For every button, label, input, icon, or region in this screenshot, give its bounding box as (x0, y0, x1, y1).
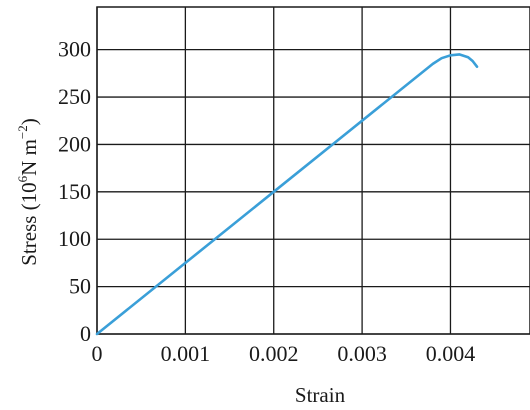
x-axis-label: Strain (295, 383, 346, 407)
y-tick-label-0: 0 (80, 321, 91, 346)
y-axis-label-base: Stress (10 (17, 182, 41, 265)
x-tick-label-2: 0.002 (249, 341, 299, 366)
stress-strain-curve (95, 53, 479, 336)
y-axis-label-exponent: 6 (15, 175, 30, 182)
x-tick-label-3: 0.003 (337, 341, 387, 366)
x-tick-label-1: 0.001 (161, 341, 211, 366)
y-tick-label-6: 300 (58, 37, 91, 62)
y-tick-label-1: 50 (69, 274, 91, 299)
x-tick-label-4: 0.004 (426, 341, 476, 366)
y-tick-label-4: 200 (58, 131, 91, 156)
series-layer (95, 53, 479, 336)
y-tick-labels: 0 50 100 150 200 250 300 (58, 37, 91, 346)
y-tick-label-3: 150 (58, 179, 91, 204)
y-axis-label-unit: N m (17, 139, 41, 176)
x-tick-label-0: 0 (92, 341, 103, 366)
y-tick-label-2: 100 (58, 226, 91, 251)
y-tick-label-5: 250 (58, 84, 91, 109)
plot-frame (96, 6, 530, 335)
y-axis-label: Stress (106N m−2) (15, 118, 41, 266)
y-axis-label-unit-exponent: −2 (15, 125, 30, 139)
y-axis-label-close: ) (17, 118, 41, 125)
x-tick-labels: 0 0.001 0.002 0.003 0.004 (92, 341, 476, 366)
